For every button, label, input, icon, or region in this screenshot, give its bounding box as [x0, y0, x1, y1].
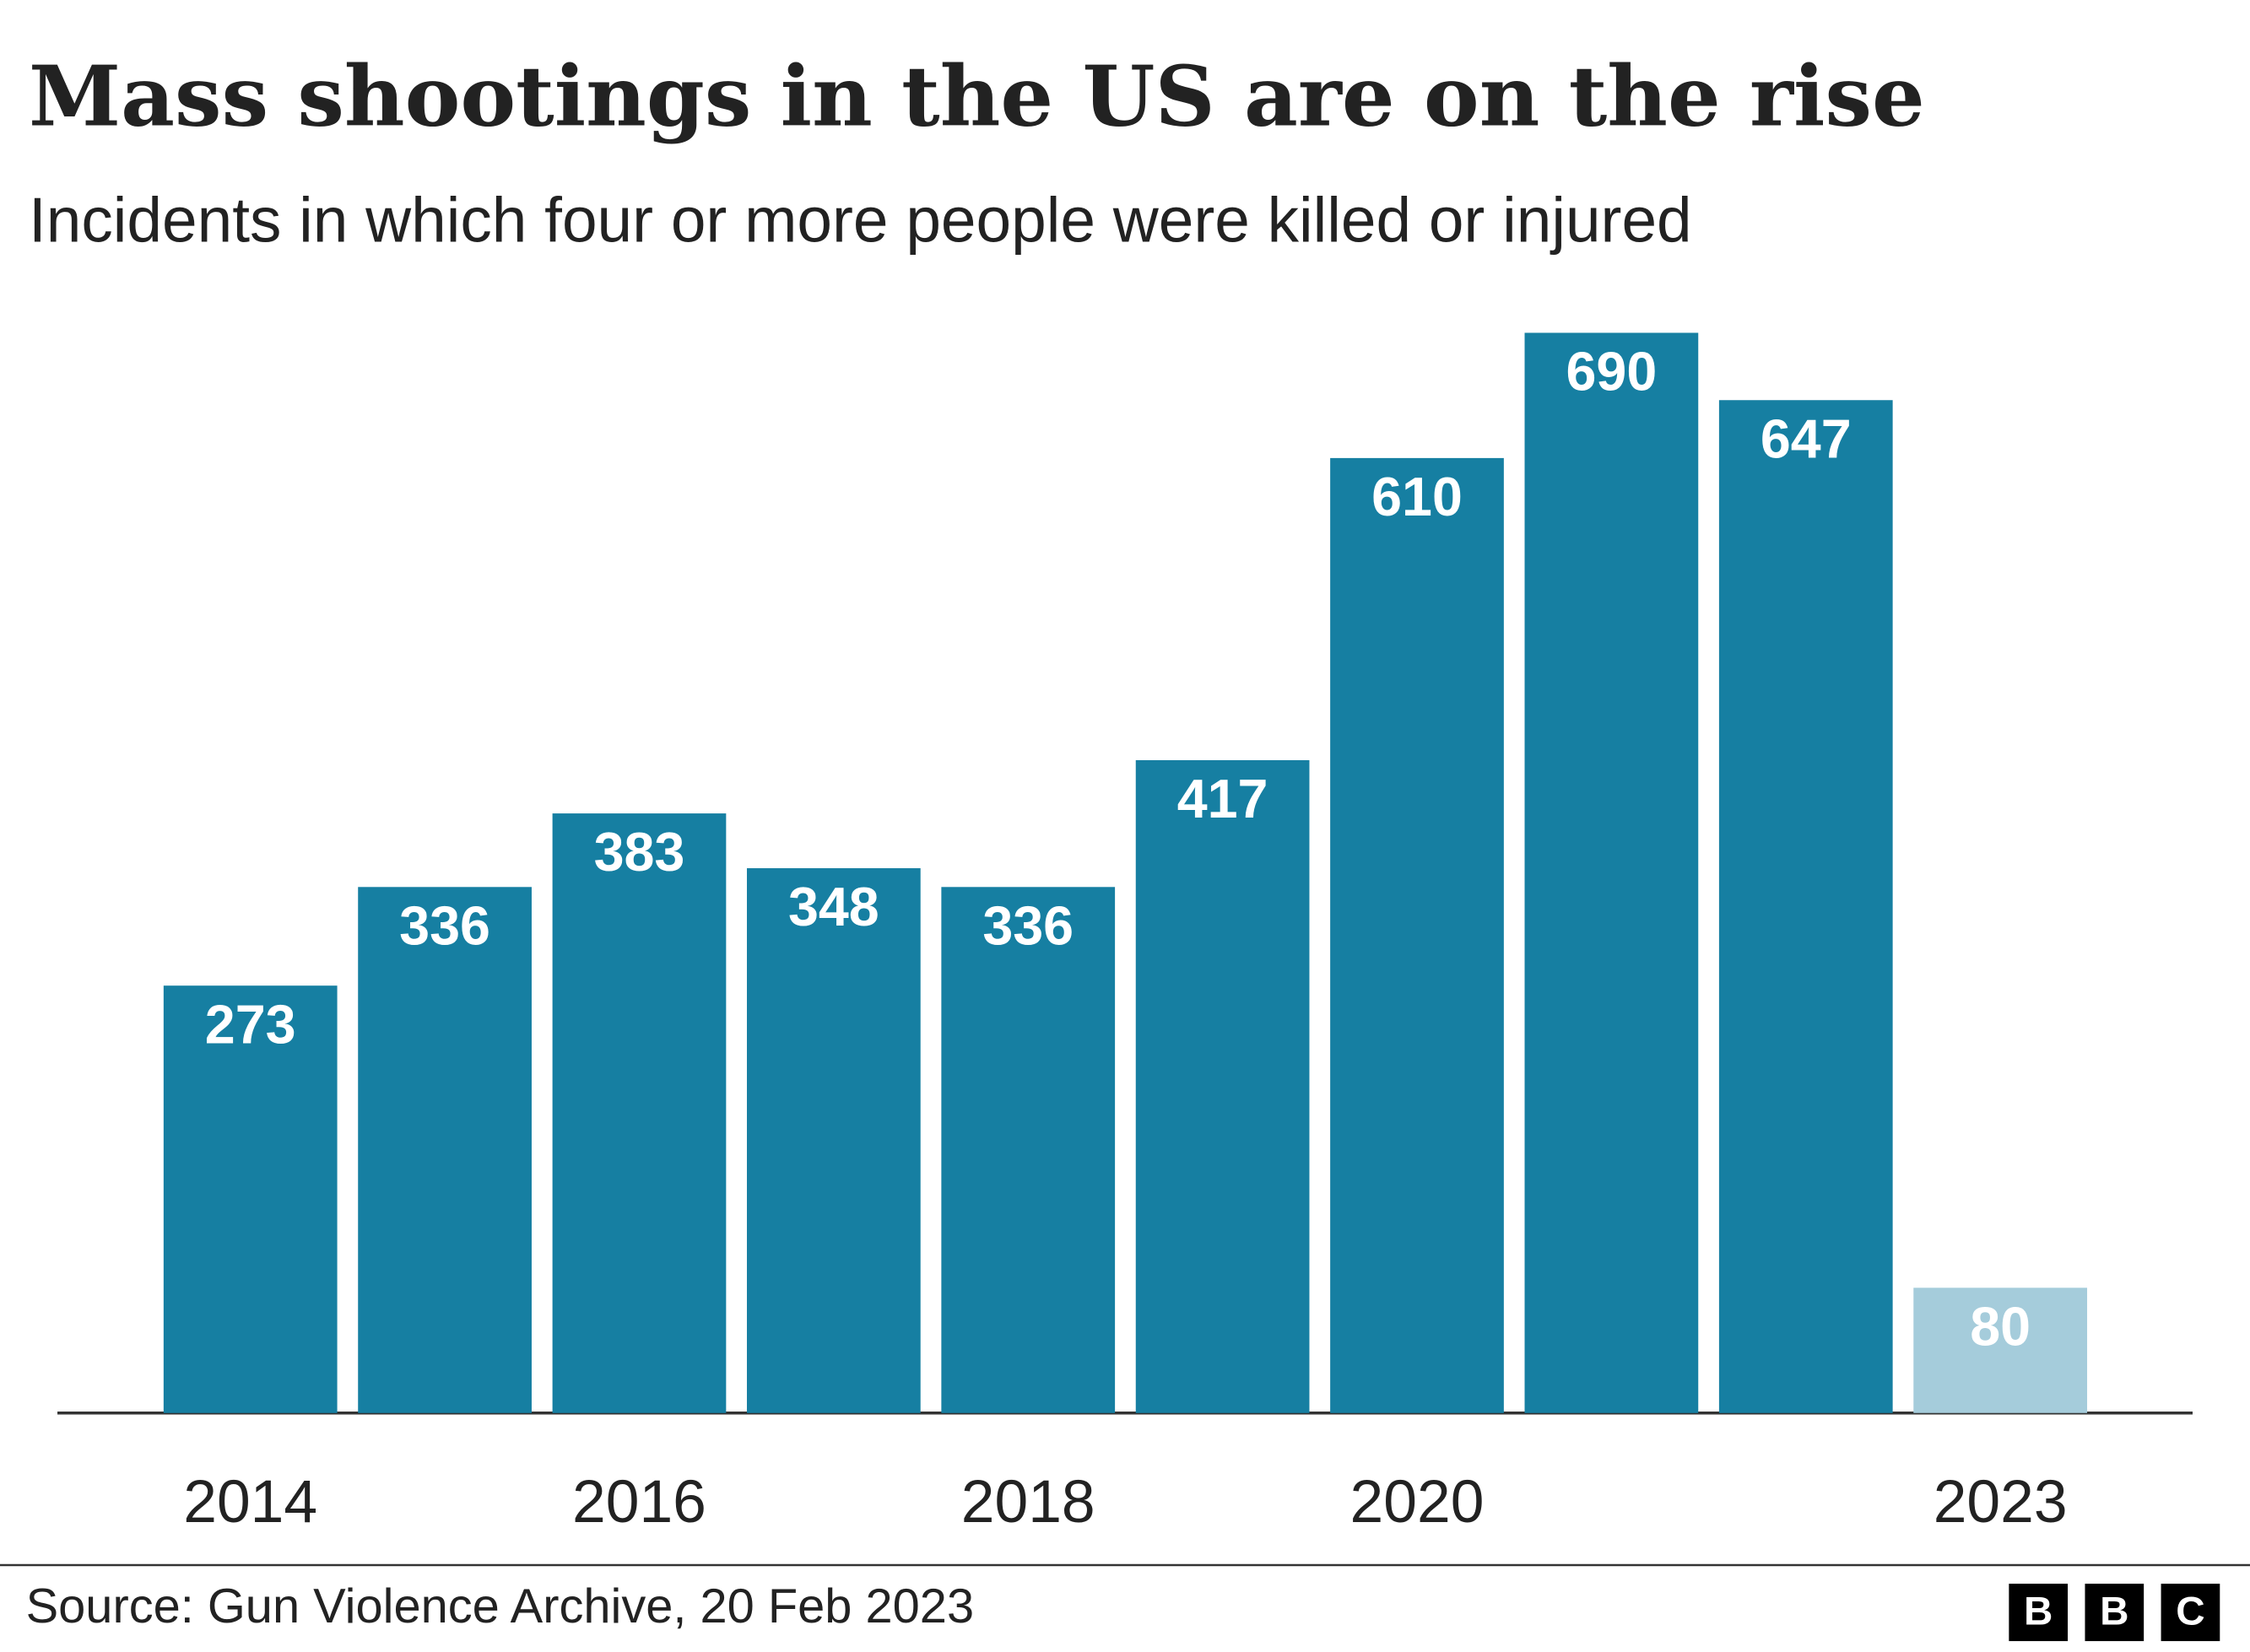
value-label: 383 [594, 822, 685, 883]
x-tick-label: 2020 [1350, 1468, 1485, 1536]
bar [552, 813, 727, 1413]
source: Source: Gun Violence Archive, 20 Feb 202… [26, 1579, 974, 1633]
value-label: 610 [1371, 467, 1463, 527]
chart-subtitle: Incidents in which four or more people w… [29, 185, 1692, 256]
value-label: 336 [399, 895, 490, 956]
logo-letter: B [2024, 1589, 2053, 1633]
bar [1913, 1288, 2088, 1413]
value-label: 647 [1761, 408, 1852, 469]
bar [1718, 400, 1893, 1413]
x-tick-label: 2018 [961, 1468, 1095, 1536]
value-label: 336 [982, 895, 1074, 956]
logo-letter: C [2176, 1589, 2204, 1633]
bar [1135, 760, 1310, 1413]
logo: B B C [2009, 1584, 2220, 1642]
chart-title: Mass shootings in the US are on the rise [29, 47, 1925, 145]
x-tick-label: 2014 [183, 1468, 317, 1536]
bar [358, 887, 532, 1413]
value-label: 690 [1566, 342, 1657, 402]
x-tick-label: 2023 [1934, 1468, 2068, 1536]
value-label: 273 [205, 994, 296, 1055]
bar [746, 868, 921, 1413]
value-label: 348 [788, 877, 879, 937]
bar [941, 887, 1116, 1413]
logo-box [2085, 1584, 2145, 1642]
logo-box [2009, 1584, 2069, 1642]
logo-box [2161, 1584, 2220, 1642]
bar [1524, 332, 1699, 1413]
value-label: 80 [1970, 1296, 2031, 1357]
bar [163, 985, 338, 1413]
x-tick-label: 2016 [572, 1468, 706, 1536]
bar [1330, 457, 1504, 1413]
value-label: 417 [1177, 769, 1268, 829]
logo-letter: B [2100, 1589, 2128, 1633]
